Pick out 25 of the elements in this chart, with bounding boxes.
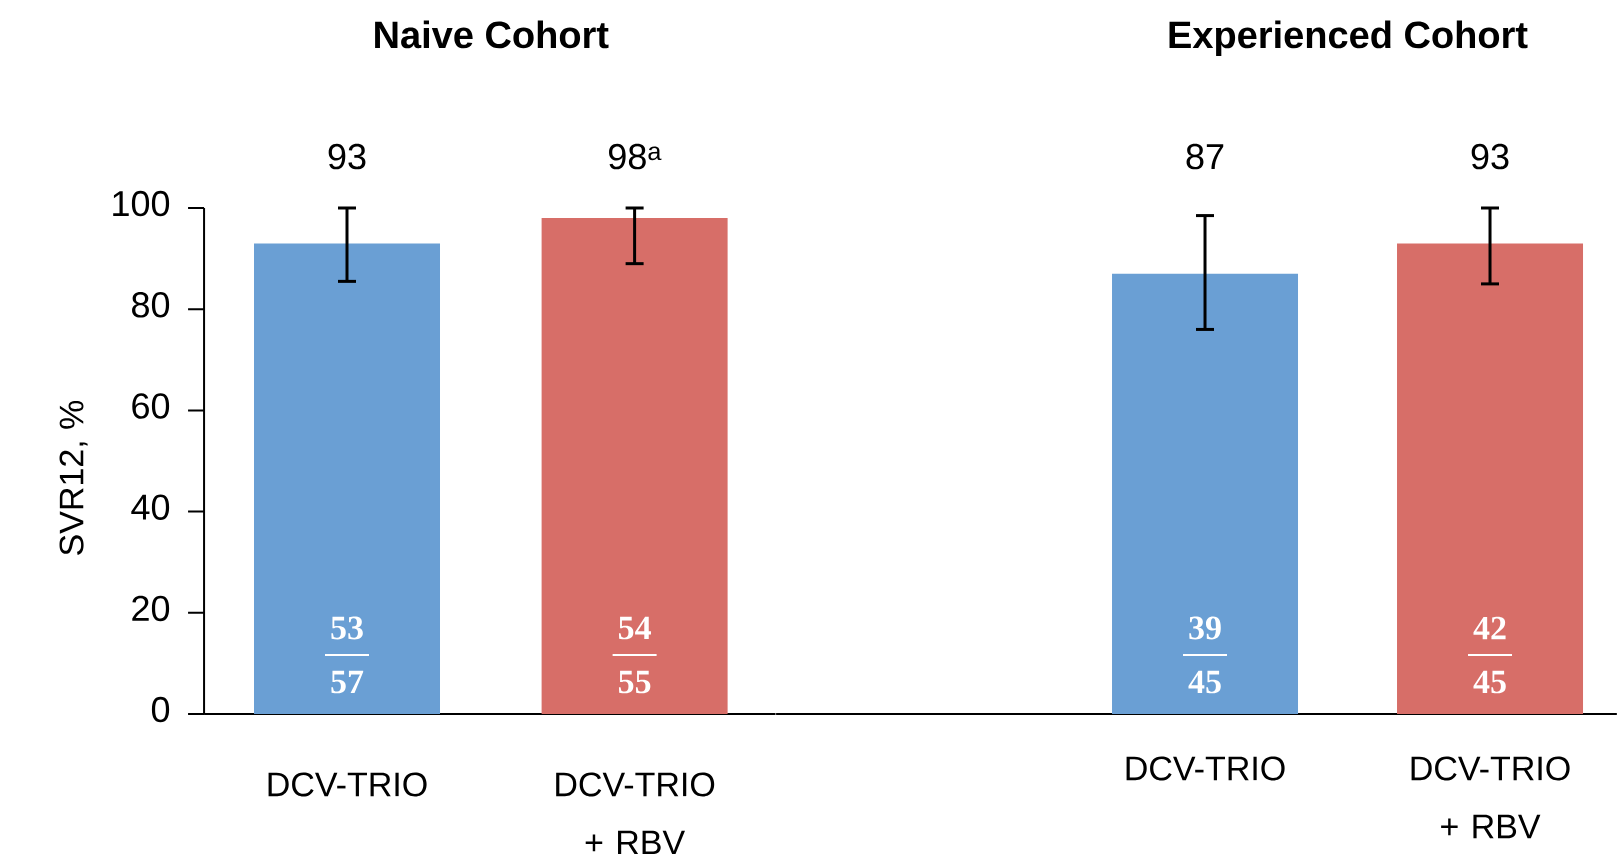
x-tick-label: DCV-TRIO + RBV [1411, 756, 1570, 839]
annotation: 39 [1189, 616, 1221, 640]
annotation: 54 [618, 616, 651, 640]
data-label: 87 [1186, 143, 1224, 170]
annotation: 57 [331, 670, 364, 694]
x-tick-label: DCV-TRIO [268, 772, 427, 797]
data-label: 98$^{a}$ [609, 143, 662, 170]
chart-title: Naive Cohort [375, 20, 609, 49]
y-tick-label: 100 [113, 190, 170, 217]
data-label: 93 [1471, 143, 1509, 170]
annotation: 42 [1473, 616, 1506, 640]
x-tick-label: DCV-TRIO + RBV [556, 772, 715, 854]
y-tick-label: 20 [132, 595, 170, 622]
annotation: 45 [1473, 670, 1506, 694]
y-tick-label: 60 [132, 393, 170, 419]
annotation: 53 [331, 616, 363, 640]
x-tick-label: DCV-TRIO [1126, 756, 1285, 781]
y-tick-label: 40 [131, 494, 170, 520]
chart-title: Experienced Cohort [1169, 20, 1528, 56]
y-tick-label: 0 [151, 696, 170, 723]
y-axis-title: SVR12, % [59, 400, 88, 555]
annotation: 45 [1188, 670, 1221, 694]
y-tick-label: 80 [132, 292, 170, 318]
data-label: 93 [328, 143, 366, 170]
annotation: 55 [618, 670, 651, 694]
